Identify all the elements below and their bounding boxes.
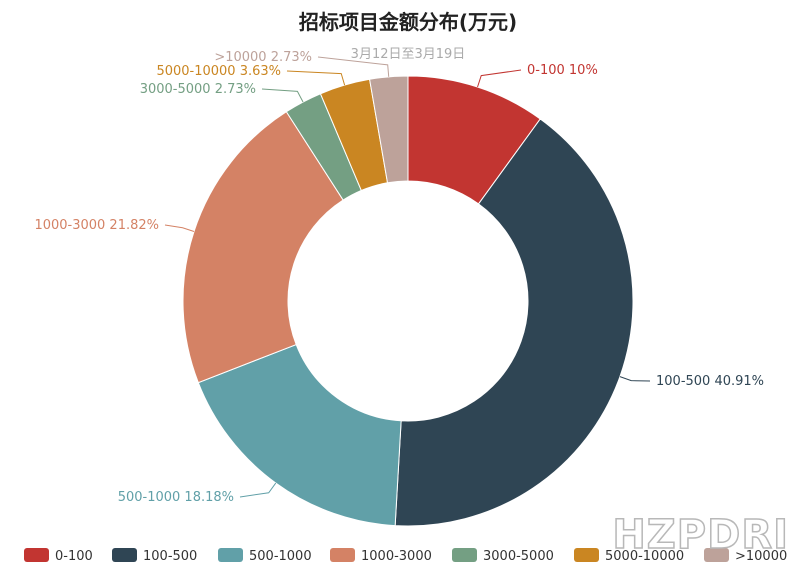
leader-line-3000-5000 <box>261 88 304 103</box>
legend-label: 100-500 <box>143 549 197 564</box>
slice-label-100-500: 100-500 40.91% <box>656 374 764 389</box>
pie-slices <box>182 75 634 527</box>
leader-line-100-500 <box>619 376 651 382</box>
legend-item-1000-3000[interactable]: 1000-3000 <box>330 548 432 564</box>
slice-labels: 0-100 10% 100-500 40.91% 500-1000 18.18% 10… <box>34 50 764 505</box>
legend-swatch <box>112 548 137 562</box>
legend-swatch <box>574 548 599 562</box>
slice-label-500-1000: 500-1000 18.18% <box>118 490 234 505</box>
legend-swatch <box>218 548 243 562</box>
legend-label: 500-1000 <box>249 549 312 564</box>
chart-subtitle: 3月12日至3月19日 <box>351 47 466 62</box>
slice-gt-10000[interactable] <box>369 75 409 184</box>
slice-500-1000[interactable] <box>197 343 402 527</box>
legend-item-3000-5000[interactable]: 3000-5000 <box>452 548 554 564</box>
chart-title: 招标项目金额分布(万元) <box>299 10 517 34</box>
legend: 0-100 100-500 500-1000 1000-3000 3000-5000 50… <box>24 548 787 564</box>
legend-item-5000-10000[interactable]: 5000-10000 <box>574 548 684 564</box>
watermark-logo: HZPDRI <box>612 512 789 558</box>
legend-item-0-100[interactable]: 0-100 <box>24 548 93 564</box>
legend-swatch <box>452 548 477 562</box>
legend-swatch <box>330 548 355 562</box>
legend-item-500-1000[interactable]: 500-1000 <box>218 548 312 564</box>
legend-item-100-500[interactable]: 100-500 <box>112 548 197 564</box>
leader-line-1000-3000 <box>164 224 195 232</box>
leader-line-gt-10000 <box>317 56 390 77</box>
legend-swatch <box>704 548 729 562</box>
slice-label-1000-3000: 1000-3000 21.82% <box>34 218 159 233</box>
leader-line-500-1000 <box>239 482 277 498</box>
slice-label-5000-10000: 5000-10000 3.63% <box>156 64 281 79</box>
slice-1000-3000[interactable] <box>182 111 344 384</box>
leader-line-0-100 <box>477 69 522 88</box>
leader-line-5000-10000 <box>286 70 346 86</box>
legend-label: 1000-3000 <box>361 549 432 564</box>
slice-100-500[interactable] <box>394 118 634 527</box>
slice-label-0-100: 0-100 10% <box>527 63 598 78</box>
slice-label-gt-10000: >10000 2.73% <box>214 50 312 65</box>
legend-item-gt-10000[interactable]: >10000 <box>704 548 787 564</box>
legend-swatch <box>24 548 49 562</box>
legend-label: >10000 <box>735 549 787 564</box>
slice-label-3000-5000: 3000-5000 2.73% <box>140 82 256 97</box>
legend-label: 5000-10000 <box>605 549 684 564</box>
legend-label: 0-100 <box>55 549 93 564</box>
legend-label: 3000-5000 <box>483 549 554 564</box>
